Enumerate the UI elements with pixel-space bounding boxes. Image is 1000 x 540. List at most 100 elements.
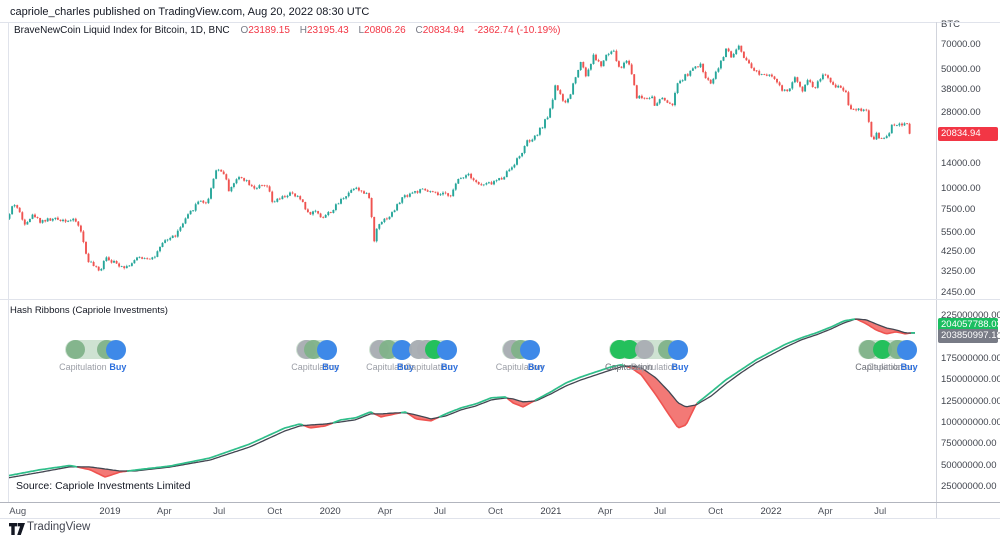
capitulation-label: Capitulation [630, 362, 678, 372]
time-tick-label: Jul [213, 506, 226, 517]
capitulation-signal-marker [872, 340, 892, 359]
legend-high: H23195.43 [299, 25, 349, 36]
buy-label: Buy [397, 362, 415, 372]
capitulation-label: Capitulation [291, 362, 339, 372]
candles-down-wicks [16, 45, 910, 272]
chart-left-border [8, 22, 9, 502]
price-tick-label: 70000.00 [941, 39, 981, 50]
buy-signal-marker [897, 339, 918, 360]
tradingview-logo-icon[interactable] [9, 522, 25, 540]
hash-sma-slow-line [8, 318, 915, 479]
last-price-badge: 20834.94 [938, 126, 998, 141]
buy-signal-marker [668, 339, 689, 360]
snapshot-header: capriole_charles published on TradingVie… [10, 6, 370, 18]
price-tick-label: 3250.00 [941, 266, 976, 278]
hash-pane-title: Hash Ribbons (Capriole Investments) [10, 305, 168, 316]
price-tick-label: 2450.00 [941, 287, 976, 299]
legend-open: O23189.15 [240, 25, 290, 36]
hashrate-tick-label: 175000000.00 [941, 352, 1000, 364]
hashrate-tick-label: 125000000.00 [941, 395, 1000, 407]
hash-slow-value-badge: 203850997.18 [938, 328, 1000, 343]
capitulation-signal-marker [635, 340, 655, 359]
hash-sma-fast-capitulation-line [854, 318, 912, 335]
source-note: Source: Capriole Investments Limited [16, 480, 191, 492]
price-tick-label: 7500.00 [941, 204, 976, 216]
time-tick-label: Apr [597, 506, 613, 517]
time-tick-label: Jul [653, 506, 667, 517]
pane-divider[interactable] [0, 299, 1000, 300]
hashrate-tick-label: 25000000.00 [941, 481, 997, 492]
hash-sma-fast-capitulation-line [406, 412, 440, 422]
time-tick-label: Aug [9, 506, 27, 517]
buy-label: Buy [900, 362, 918, 372]
price-tick-label: 38000.00 [941, 84, 981, 96]
chart-top-border [0, 22, 1000, 23]
buy-label: Buy [109, 362, 127, 372]
time-tick-label: Oct [708, 506, 723, 517]
buy-label: Buy [441, 362, 459, 372]
buy-signal-marker [317, 339, 338, 360]
time-scale-top-border [0, 502, 1000, 503]
capitulation-label: Capitulation [59, 362, 107, 372]
time-tick-label: Apr [377, 506, 393, 517]
buy-signal-marker [391, 339, 412, 360]
hash-sma-fast-capitulation-line [506, 397, 536, 408]
capitulation-label: Capitulation [855, 362, 903, 372]
price-tick-label: 14000.00 [941, 158, 981, 170]
time-tick-label: Oct [488, 506, 503, 517]
time-tick-label: Apr [156, 506, 172, 517]
capitulation-zone-fill [855, 319, 911, 334]
price-tick-label: 50000.00 [941, 63, 981, 75]
tradingview-brand-text[interactable]: TradingView [27, 521, 91, 533]
capitulation-label: Capitulation [604, 362, 653, 372]
capitulation-signal-marker [65, 340, 85, 359]
hashrate-tick-label: 100000000.00 [941, 416, 1000, 428]
buy-signal-marker [436, 339, 457, 360]
legend-change: -2362.74 (-10.19%) [474, 25, 561, 36]
time-tick-label: 2019 [99, 506, 121, 517]
legend-close: C20834.94 [415, 25, 465, 36]
time-tick-label: 2021 [540, 506, 562, 517]
buy-label: Buy [671, 362, 689, 372]
time-tick-label: Apr [817, 506, 833, 517]
price-tick-label: 5500.00 [941, 227, 976, 239]
price-tick-label: 28000.00 [941, 106, 981, 118]
capitulation-zone-fill [507, 398, 535, 407]
hashrate-tick-label: 225000000.00 [941, 310, 1000, 321]
candles-down-bodies [16, 45, 911, 271]
capitulation-label: Capitulation [404, 362, 453, 372]
hashrate-tick-label: 50000000.00 [941, 459, 997, 471]
price-pane-legend: BraveNewCoin Liquid Index for Bitcoin, 1… [14, 25, 567, 36]
price-tick-label: 4250.00 [941, 246, 976, 258]
axis-unit-label: BTC [941, 19, 960, 30]
time-tick-label: Jul [433, 506, 446, 517]
price-tick-label: 10000.00 [941, 182, 981, 194]
hash-fast-value-badge: 204057788.03 [938, 317, 1000, 332]
legend-low: L20806.26 [358, 25, 406, 36]
hash-sma-fast-capitulation-line [372, 411, 402, 418]
hashrate-tick-label: 150000000.00 [941, 374, 1000, 386]
hash-sma-fast-capitulation-line [624, 365, 698, 429]
capitulation-label: Capitulation [867, 362, 915, 372]
time-tick-label: Oct [267, 506, 283, 517]
capitulation-label: Capitulation [495, 362, 544, 372]
time-tick-label: 2022 [760, 506, 782, 517]
price-scale-separator [936, 22, 937, 518]
time-tick-label: 2020 [319, 506, 341, 517]
buy-signal-marker [520, 339, 541, 360]
hash-sma-fast-line [8, 318, 915, 477]
candles-up-bodies [8, 45, 906, 271]
candles-up-wicks [9, 44, 905, 272]
hash-sma-fast-capitulation-line [76, 466, 130, 478]
hashrate-tick-label: 75000000.00 [941, 438, 997, 450]
hash-sma-fast-capitulation-line [302, 422, 334, 429]
capitulation-zone-fill [625, 365, 697, 428]
buy-label: Buy [322, 362, 340, 372]
buy-label: Buy [527, 362, 545, 372]
legend-symbol: BraveNewCoin Liquid Index for Bitcoin, 1… [14, 25, 230, 36]
time-tick-label: Jul [874, 506, 887, 517]
time-scale-bottom-border [0, 518, 1000, 519]
buy-signal-marker [106, 339, 127, 360]
